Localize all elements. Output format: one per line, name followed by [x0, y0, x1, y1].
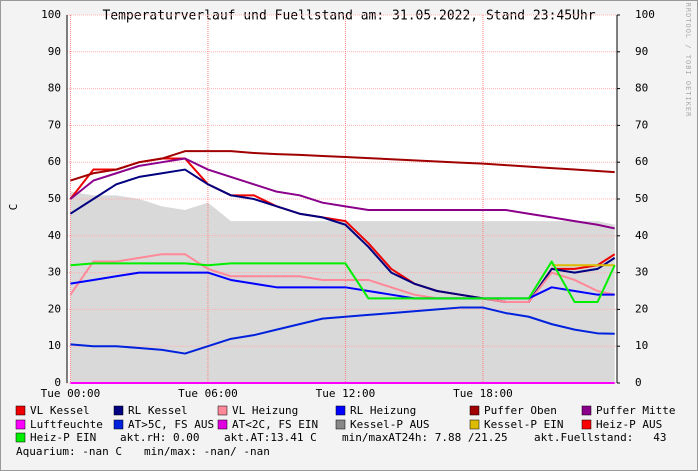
legend-swatch	[469, 419, 480, 430]
x-tick-label: Tue 06:00	[178, 387, 238, 400]
y-tick-label: 90	[48, 45, 61, 58]
legend-label: RL Kessel	[128, 404, 188, 417]
y-tick-label: 70	[48, 118, 61, 131]
y-tick-label: 0	[54, 376, 61, 389]
watermark: RRDTOOL / TOBI OETIKER	[684, 3, 692, 118]
y-tick-label: 80	[48, 82, 61, 95]
y2-tick-label: 40	[635, 229, 648, 242]
legend-label: VL Kessel	[30, 404, 90, 417]
y2-tick-label: 50	[635, 192, 648, 205]
y2-tick-label: 70	[635, 118, 648, 131]
legend-label: Puffer Mitte	[596, 404, 675, 417]
line	[69, 157, 615, 230]
y2-tick-label: 90	[635, 45, 648, 58]
chart-title: Temperaturverlauf und Fuellstand am: 31.…	[102, 9, 595, 24]
y2-tick-label: 20	[635, 302, 648, 315]
legend-swatch	[217, 405, 228, 416]
y2-tick-label: 80	[635, 82, 648, 95]
legend-label: AT>5C, FS AUS	[128, 418, 214, 431]
line	[70, 260, 616, 304]
y-tick-label: 30	[48, 266, 61, 279]
y2-tick-label: 30	[635, 266, 648, 279]
legend-swatch	[469, 405, 480, 416]
info-text: Aquarium: -nan C	[16, 445, 122, 458]
legend-label: AT<2C, FS EIN	[232, 418, 318, 431]
info-text: akt.Fuellstand: 43	[534, 431, 666, 444]
legend-label: Luftfeuchte	[30, 418, 103, 431]
legend-label: Kessel-P AUS	[350, 418, 429, 431]
legend-swatch	[15, 405, 26, 416]
line	[70, 150, 615, 182]
legend-label: Heiz-P AUS	[596, 418, 662, 431]
legend-swatch	[581, 419, 592, 430]
y-tick-label: 60	[48, 155, 61, 168]
y-tick-label: 40	[48, 229, 61, 242]
legend-label: Kessel-P EIN	[484, 418, 563, 431]
y2-tick-label: 100	[635, 8, 655, 21]
legend-label: Puffer Oben	[484, 404, 557, 417]
info-text: akt.rH: 0.00	[120, 431, 199, 444]
legend-swatch	[15, 432, 26, 443]
legend-swatch	[335, 419, 346, 430]
y-tick-label: 100	[41, 8, 61, 21]
legend-swatch	[335, 405, 346, 416]
legend-swatch	[581, 405, 592, 416]
x-tick-label: Tue 12:00	[316, 387, 376, 400]
y-axis-label: C	[7, 204, 20, 211]
line	[70, 306, 615, 355]
legend-swatch	[217, 419, 228, 430]
line	[69, 253, 615, 304]
x-tick-label: Tue 18:00	[453, 387, 513, 400]
legend-swatch	[113, 405, 124, 416]
legend-label: VL Heizung	[232, 404, 298, 417]
info-text: min/max: -nan/ -nan	[144, 445, 270, 458]
y2-tick-label: 10	[635, 339, 648, 352]
legend-swatch	[15, 419, 26, 430]
legend-label: RL Heizung	[350, 404, 416, 417]
info-text: akt.AT:13.41 C	[224, 431, 317, 444]
y-tick-label: 50	[48, 192, 61, 205]
y-tick-label: 10	[48, 339, 61, 352]
x-tick-label: Tue 00:00	[41, 387, 101, 400]
y2-tick-label: 0	[635, 376, 642, 389]
y-tick-label: 20	[48, 302, 61, 315]
legend-label: Heiz-P EIN	[30, 431, 96, 444]
info-text: min/maxAT24h: 7.88 /21.25	[342, 431, 508, 444]
legend-swatch	[113, 419, 124, 430]
y2-tick-label: 60	[635, 155, 648, 168]
